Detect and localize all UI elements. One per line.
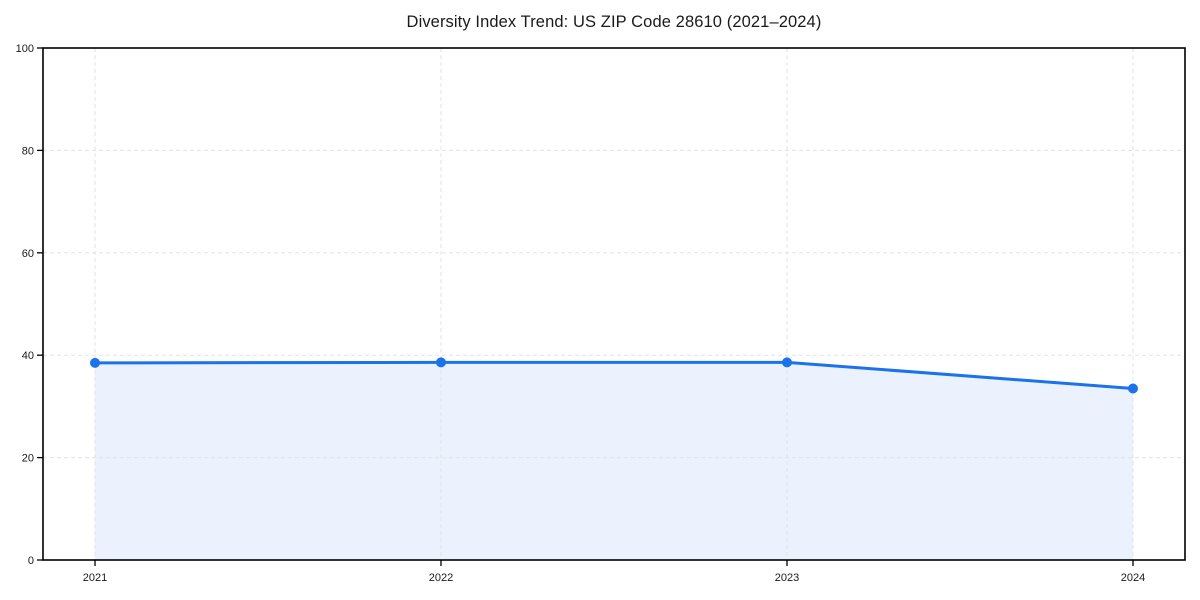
x-tick-label: 2024 (1121, 572, 1145, 584)
x-tick-label: 2023 (775, 572, 799, 584)
data-point-marker (782, 357, 792, 368)
y-tick-label: 60 (22, 248, 34, 260)
data-point-marker (436, 357, 446, 368)
y-tick-label: 0 (28, 555, 34, 567)
y-tick-label: 20 (22, 453, 34, 465)
chart-title: Diversity Index Trend: US ZIP Code 28610… (406, 13, 822, 31)
area-fill (95, 362, 1133, 560)
x-tick-label: 2021 (83, 572, 107, 584)
plot-border (42, 47, 1186, 561)
data-point-marker (90, 357, 100, 368)
x-tick-label: 2022 (429, 572, 453, 584)
y-tick-label: 80 (22, 145, 34, 157)
trend-line (93, 360, 1135, 390)
y-tick-label: 100 (16, 43, 34, 55)
y-tick-label: 40 (22, 350, 34, 362)
data-point-marker (1128, 383, 1138, 394)
